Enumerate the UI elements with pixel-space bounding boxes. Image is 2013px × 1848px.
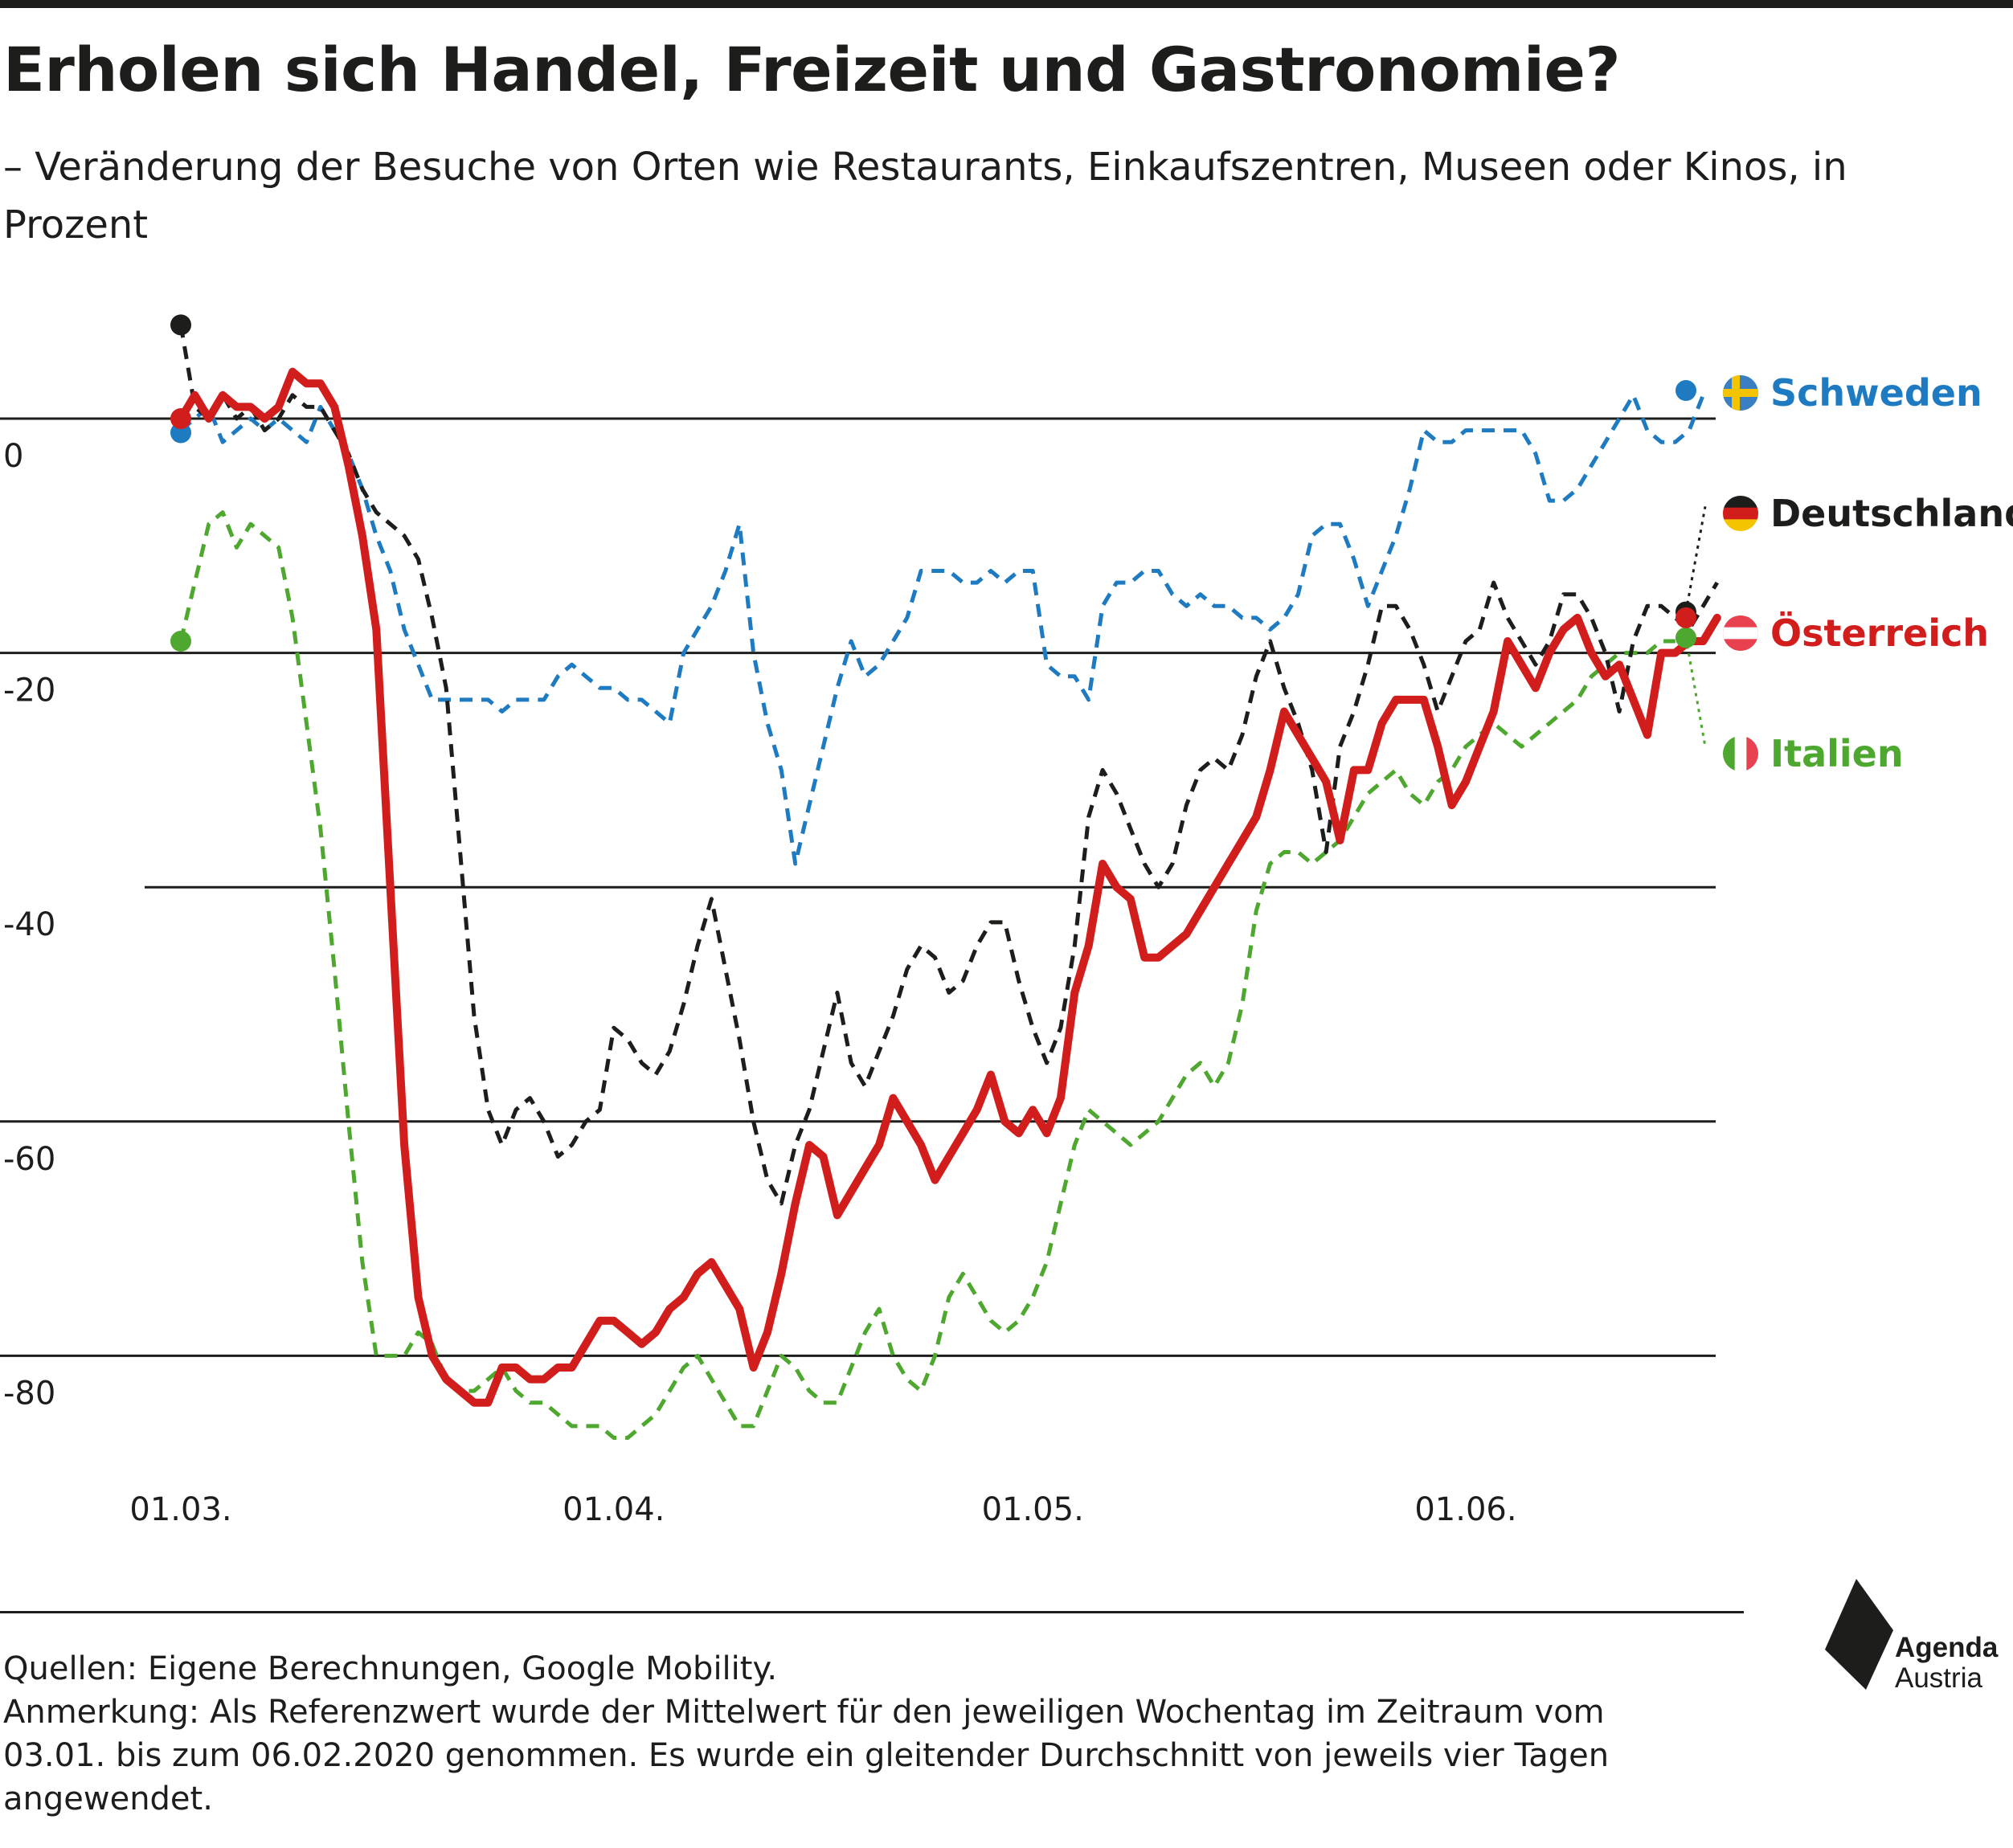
chart-subtitle: – Veränderung der Besuche von Orten wie … — [3, 145, 1847, 247]
chart-title: Erholen sich Handel, Freizeit und Gastro… — [3, 34, 1621, 105]
y-tick-label: -40 — [3, 906, 55, 943]
logo-mark — [1825, 1579, 1893, 1690]
series-line-schweden — [179, 393, 1705, 866]
start-dot-italien — [170, 631, 191, 652]
x-tick-label: 01.05. — [982, 1491, 1084, 1528]
end-dot-italien — [1675, 627, 1696, 648]
top-rule — [0, 0, 2013, 8]
logo-word-austria: Austria — [1895, 1662, 1982, 1694]
x-tick-label: 01.06. — [1414, 1491, 1516, 1528]
legend-label-deutschland: Deutschland — [1770, 492, 2013, 535]
x-tick-label: 01.04. — [563, 1491, 665, 1528]
y-tick-label: -80 — [3, 1375, 55, 1412]
flag-at-icon — [1723, 615, 1758, 651]
series-line-deutschland — [178, 324, 1719, 1206]
end-dot-schweden — [1675, 380, 1696, 402]
flag-de-icon — [1723, 496, 1758, 531]
legend-label-oesterreich: Österreich — [1770, 611, 1989, 655]
y-tick-label: -20 — [3, 673, 55, 709]
series-tail-deutschland — [1684, 506, 1707, 612]
start-dot-deutschland — [170, 314, 191, 336]
start-dot-oesterreich — [170, 408, 191, 429]
end-dot-oesterreich — [1675, 607, 1696, 628]
flag-se-icon — [1723, 375, 1758, 411]
x-tick-label: 01.03. — [129, 1491, 231, 1528]
flag-it-icon — [1723, 736, 1758, 771]
legend-label-italien: Italien — [1770, 732, 1904, 775]
series-line-oesterreich — [177, 367, 1721, 1407]
note-text: Anmerkung: Als Referenzwert wurde der Mi… — [3, 1694, 1610, 1817]
sources-text: Quellen: Eigene Berechnungen, Google Mob… — [3, 1650, 778, 1687]
logo-word-agenda: Agenda — [1895, 1632, 1999, 1663]
line-chart: 0 -20 -40 -60 -80 01.03. 01.04. 01.05. 01.06. S… — [0, 314, 2013, 1528]
agenda-austria-logo: Agenda Austria — [1823, 1571, 2013, 1707]
footer-rule — [0, 1611, 1744, 1613]
series-line-italien — [178, 510, 1675, 1440]
y-tick-label: 0 — [3, 438, 23, 475]
footer: Quellen: Eigene Berechnungen, Google Mob… — [3, 1647, 1610, 1821]
y-tick-label: -60 — [3, 1141, 55, 1178]
series-tail-italien — [1684, 637, 1707, 747]
legend-label-schweden: Schweden — [1770, 371, 1982, 415]
